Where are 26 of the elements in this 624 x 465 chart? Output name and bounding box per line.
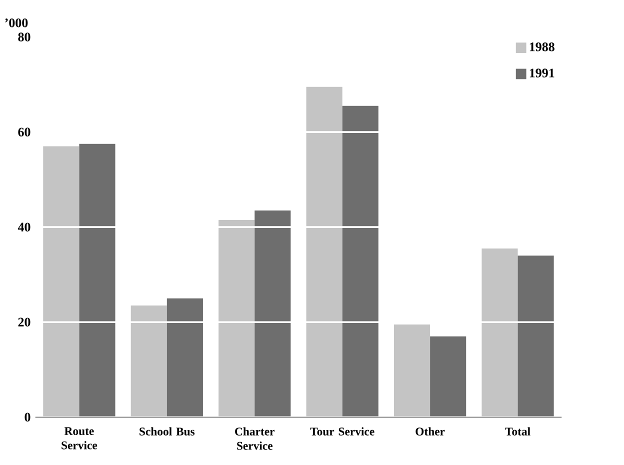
legend-label: 1991 (530, 68, 554, 78)
bar (394, 324, 430, 418)
bar (166, 298, 203, 418)
bar (43, 146, 80, 418)
bar (518, 256, 554, 418)
x-tick-label: School Bus (140, 427, 195, 436)
y-tick-label: 0 (24, 412, 30, 422)
bar (79, 144, 116, 418)
y-tick-label: 40 (18, 222, 30, 232)
bar (254, 210, 291, 418)
bar (342, 106, 378, 418)
x-tick-label: Charter Service (235, 427, 274, 450)
x-tick-label: Tour Service (310, 427, 374, 436)
bar (306, 86, 342, 418)
y-tick-label: 20 (18, 318, 30, 327)
y-axis-title: ’000 (5, 18, 28, 28)
x-tick-label: Total (505, 427, 530, 436)
y-tick-label: 80 (18, 32, 30, 42)
x-tick-label: Other (416, 427, 445, 436)
bar (130, 306, 167, 418)
y-tick-label: 60 (18, 128, 30, 136)
bar (482, 248, 518, 418)
legend-label: 1988 (530, 42, 554, 52)
x-tick-label: Route Service (62, 427, 98, 450)
bar (218, 220, 255, 418)
bar (430, 336, 466, 418)
